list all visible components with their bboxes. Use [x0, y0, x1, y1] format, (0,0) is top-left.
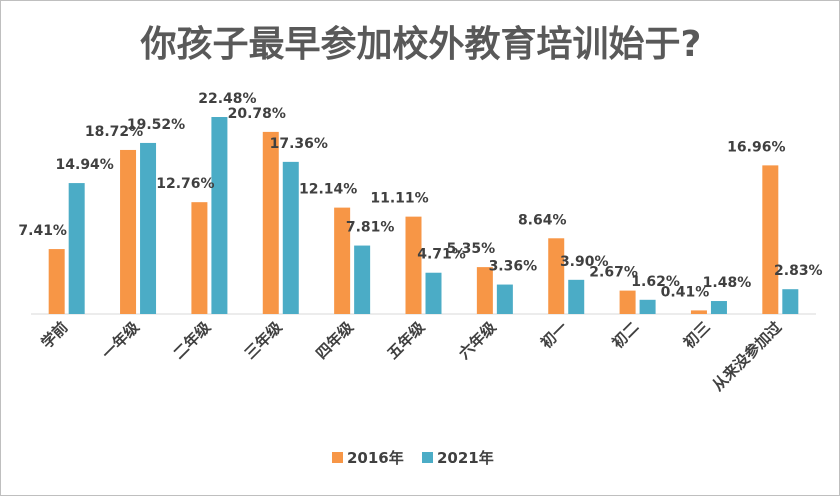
legend-swatch-1 — [422, 452, 433, 463]
bar-2021-4 — [354, 245, 371, 314]
data-label-2016-5: 11.11% — [370, 191, 428, 207]
data-label-2021-6: 3.36% — [489, 259, 538, 275]
data-label-2016-4: 12.14% — [299, 182, 357, 198]
bar-2021-5 — [425, 272, 442, 314]
data-label-2016-0: 7.41% — [18, 223, 67, 239]
bar-2021-7 — [568, 279, 585, 314]
data-label-2021-1: 19.52% — [127, 117, 185, 133]
chart-title: 你孩子最早参加校外教育培训始于? — [140, 24, 702, 65]
data-label-2021-5: 4.71% — [417, 247, 466, 263]
data-label-2021-4: 7.81% — [346, 220, 395, 236]
data-label-2016-8: 2.67% — [589, 265, 638, 281]
category-label-4: 四年级 — [312, 317, 357, 362]
legend-label-1: 2021年 — [437, 449, 494, 467]
data-label-2016-10: 16.96% — [727, 139, 785, 155]
legend-swatch-0 — [332, 452, 343, 463]
bar-2021-0 — [68, 183, 85, 314]
bar-2016-5 — [405, 216, 422, 314]
category-label-8: 初二 — [608, 318, 642, 352]
category-label-3: 三年级 — [241, 317, 286, 362]
bar-2016-2 — [191, 202, 208, 314]
category-label-6: 六年级 — [455, 317, 500, 362]
bar-2021-1 — [140, 142, 157, 314]
category-label-10: 从来没参加过 — [709, 318, 785, 394]
bar-2016-3 — [262, 131, 279, 314]
legend-label-0: 2016年 — [347, 449, 404, 467]
data-label-2016-6: 5.35% — [447, 241, 496, 257]
bar-2016-4 — [334, 207, 351, 314]
bar-2021-9 — [710, 301, 727, 314]
bar-2016-8 — [619, 290, 636, 314]
data-label-2016-7: 8.64% — [518, 212, 567, 228]
category-label-2: 二年级 — [170, 317, 215, 362]
data-label-2021-10: 2.83% — [774, 263, 823, 279]
category-label-9: 初三 — [680, 318, 714, 352]
data-label-2016-2: 12.76% — [156, 176, 214, 192]
data-label-2021-0: 14.94% — [56, 157, 114, 173]
bar-2016-7 — [548, 238, 565, 314]
bar-2021-10 — [782, 289, 799, 314]
bar-2021-6 — [496, 284, 513, 314]
data-label-2021-8: 1.62% — [631, 274, 680, 290]
category-label-7: 初一 — [537, 318, 571, 352]
category-label-1: 一年级 — [98, 317, 143, 362]
category-label-0: 学前 — [38, 318, 72, 352]
bar-2016-1 — [120, 149, 137, 314]
data-label-2016-1: 18.72% — [85, 124, 143, 140]
bar-2016-6 — [476, 267, 493, 314]
bar-2016-9 — [690, 310, 707, 314]
category-label-5: 五年级 — [384, 317, 429, 362]
bar-2021-8 — [639, 299, 656, 314]
data-label-2021-3: 17.36% — [270, 136, 328, 152]
data-label-2016-3: 20.78% — [228, 106, 286, 122]
bar-2016-10 — [762, 165, 779, 314]
data-label-2021-7: 3.90% — [560, 254, 609, 270]
data-label-2021-2: 22.48% — [198, 91, 256, 107]
bar-2016-0 — [48, 249, 65, 314]
data-label-2016-9: 0.41% — [661, 284, 710, 300]
bar-2021-3 — [282, 161, 299, 314]
data-label-2021-9: 1.48% — [703, 275, 752, 291]
bar-2021-2 — [211, 117, 228, 314]
